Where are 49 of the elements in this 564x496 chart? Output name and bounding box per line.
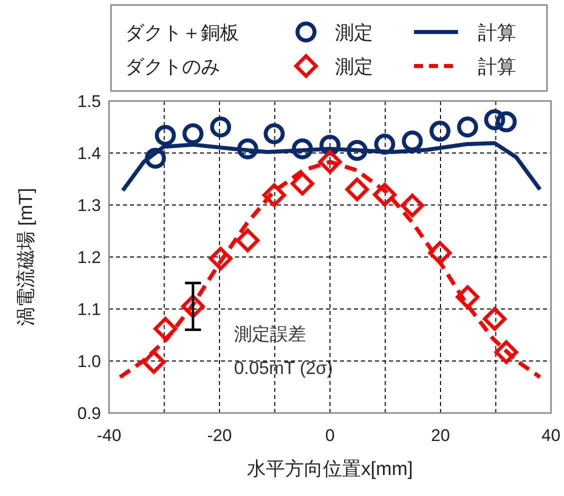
x-tick-label: 40 bbox=[542, 426, 560, 445]
legend-label: 測定 bbox=[335, 56, 373, 78]
point bbox=[346, 140, 368, 161]
point bbox=[292, 138, 313, 160]
legend-label: 計算 bbox=[478, 57, 516, 78]
point bbox=[208, 246, 232, 270]
x-axis-title: 水平方向位置x[mm] bbox=[247, 458, 413, 480]
point bbox=[264, 123, 285, 144]
y-tick-label: 1.0 bbox=[77, 352, 101, 371]
point bbox=[456, 285, 480, 309]
point bbox=[142, 350, 166, 374]
text: ダクト＋銅板 bbox=[125, 23, 239, 44]
point bbox=[484, 109, 506, 130]
point bbox=[496, 111, 517, 132]
legend-label: 計算 bbox=[478, 23, 516, 44]
point bbox=[372, 182, 396, 206]
y-axis-title: 渦電流磁場 [mT] bbox=[15, 188, 37, 326]
annotation: 0.05mT (2σ) bbox=[234, 358, 333, 378]
point bbox=[290, 172, 314, 196]
point bbox=[182, 123, 204, 144]
point bbox=[428, 241, 452, 265]
point bbox=[494, 340, 518, 364]
point bbox=[400, 194, 424, 218]
legend-label: 測定 bbox=[335, 22, 373, 44]
point bbox=[262, 183, 286, 207]
x-tick-label: 0 bbox=[325, 426, 335, 445]
point bbox=[374, 134, 396, 155]
y-tick-label: 1.5 bbox=[77, 92, 101, 111]
y-tick-label: 1.4 bbox=[77, 144, 101, 163]
point bbox=[237, 138, 258, 160]
point bbox=[236, 228, 260, 252]
x-tick-label: -40 bbox=[96, 426, 122, 445]
y-tick-label: 1.1 bbox=[77, 300, 101, 319]
point bbox=[457, 116, 478, 138]
point bbox=[429, 120, 450, 142]
point bbox=[482, 307, 506, 331]
y-tick-label: 1.2 bbox=[77, 248, 101, 267]
point bbox=[144, 148, 166, 169]
text: ダクトのみ bbox=[125, 57, 220, 78]
x-tick-label: 20 bbox=[431, 426, 450, 445]
point bbox=[154, 124, 176, 146]
x-tick-label: -20 bbox=[207, 426, 232, 445]
point bbox=[210, 116, 232, 138]
annotation: 測定誤差 bbox=[234, 324, 306, 344]
point bbox=[345, 178, 369, 202]
y-tick-label: 1.3 bbox=[77, 196, 101, 215]
point bbox=[318, 150, 342, 174]
y-tick-label: 0.9 bbox=[77, 404, 101, 423]
point bbox=[154, 317, 178, 341]
